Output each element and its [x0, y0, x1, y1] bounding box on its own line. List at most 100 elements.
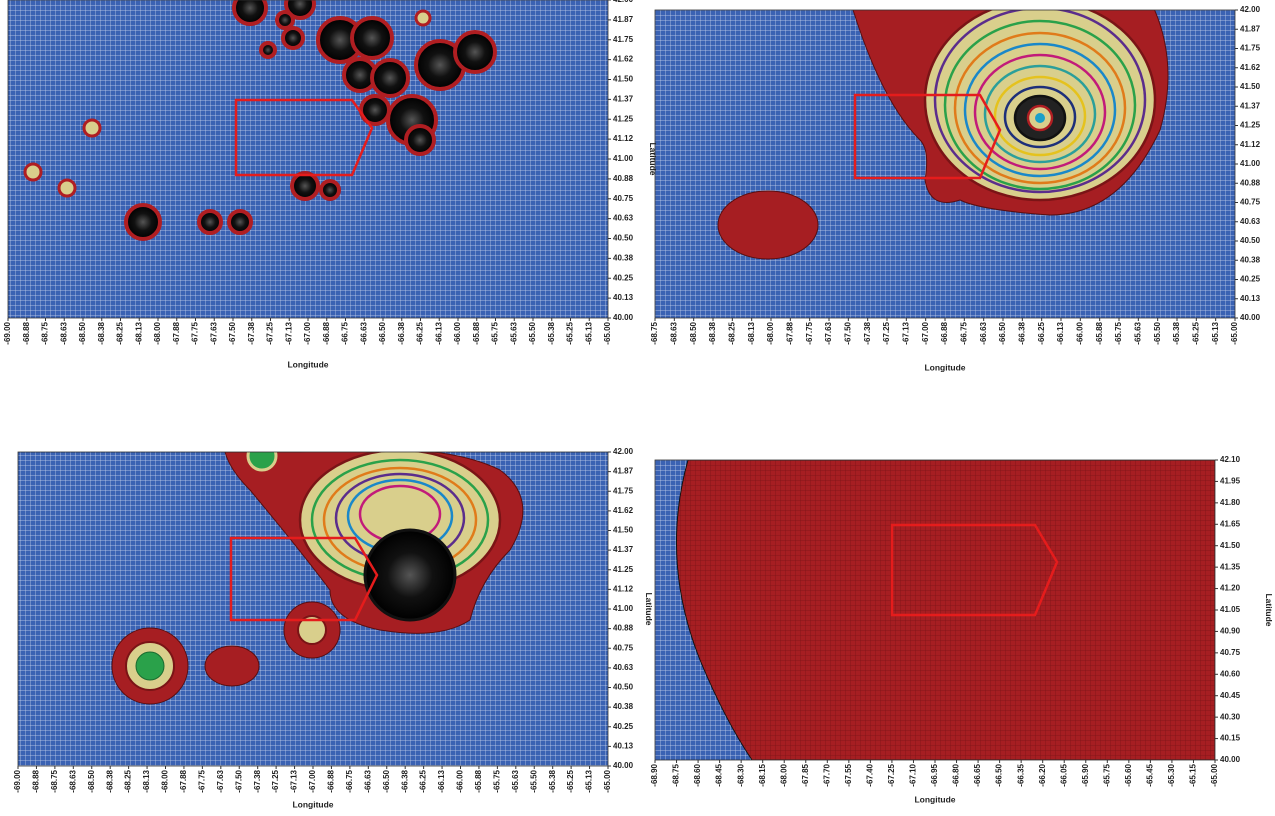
- map-panel: [655, 10, 1235, 318]
- x-tick-label: -68.50: [689, 321, 698, 344]
- y-tick-label: 41.95: [1220, 477, 1241, 486]
- x-tick-label: -67.63: [824, 321, 833, 344]
- x-tick-label: -66.63: [979, 321, 988, 344]
- x-tick-label: -68.75: [50, 769, 59, 792]
- y-tick-label: 41.12: [1240, 140, 1261, 149]
- y-tick-label: 41.87: [1240, 24, 1261, 33]
- y-tick-label: 41.65: [1220, 519, 1241, 528]
- x-tick-label: -65.13: [584, 321, 593, 344]
- y-tick-label: 41.62: [613, 55, 634, 64]
- y-tick-label: 41.20: [1220, 584, 1241, 593]
- y-tick-label: 40.00: [1220, 755, 1241, 764]
- y-tick-label: 40.88: [1240, 178, 1261, 187]
- y-tick-label: 40.88: [613, 624, 634, 633]
- x-tick-label: -68.38: [97, 321, 106, 344]
- x-tick-label: -66.25: [416, 321, 425, 344]
- x-tick-label: -65.75: [491, 321, 500, 344]
- x-tick-label: -68.63: [669, 321, 678, 344]
- y-tick-label: 41.62: [613, 506, 634, 515]
- map-panel: [18, 452, 608, 766]
- x-tick-label: -65.63: [511, 769, 520, 792]
- x-tick-label: -67.13: [284, 321, 293, 344]
- x-tick-label: -66.88: [940, 321, 949, 344]
- y-tick-label: 40.88: [613, 174, 634, 183]
- y-tick-label: 40.38: [1240, 255, 1261, 264]
- x-tick-label: -67.25: [271, 769, 280, 792]
- x-tick-label: -67.38: [253, 769, 262, 792]
- x-tick-label: -67.85: [801, 763, 810, 786]
- x-tick-label: -65.90: [1081, 763, 1090, 786]
- x-tick-label: -67.88: [179, 769, 188, 792]
- y-tick-label: 41.50: [613, 526, 634, 535]
- x-tick-label: -66.88: [327, 769, 336, 792]
- x-tick-label: -66.95: [930, 763, 939, 786]
- x-tick-label: -66.75: [341, 321, 350, 344]
- x-tick-label: -65.50: [528, 321, 537, 344]
- y-tick-label: 41.50: [613, 75, 634, 84]
- y-tick-label: 41.12: [613, 584, 634, 593]
- x-axis-title: Longitude: [292, 799, 333, 809]
- x-tick-label: -67.55: [844, 763, 853, 786]
- y-tick-label: 40.30: [1220, 712, 1241, 721]
- x-tick-label: -67.25: [882, 321, 891, 344]
- x-tick-label: -66.38: [397, 321, 406, 344]
- x-tick-label: -66.75: [959, 321, 968, 344]
- x-tick-label: -65.25: [1191, 321, 1200, 344]
- x-tick-label: -69.00: [13, 769, 22, 792]
- y-tick-label: 40.90: [1220, 627, 1241, 636]
- x-tick-label: -65.00: [1210, 763, 1219, 786]
- x-tick-label: -66.00: [453, 321, 462, 344]
- y-tick-label: 40.50: [613, 234, 634, 243]
- y-axis-title: Latitude: [1264, 593, 1274, 626]
- x-axis-title: Longitude: [914, 794, 955, 804]
- x-tick-label: -65.88: [474, 769, 483, 792]
- y-tick-label: 41.75: [1240, 44, 1261, 53]
- y-tick-label: 40.38: [613, 253, 634, 262]
- x-tick-label: -68.90: [650, 763, 659, 786]
- x-tick-label: -67.63: [209, 321, 218, 344]
- y-axis-title: Latitude: [644, 592, 654, 625]
- x-tick-label: -65.00: [603, 769, 612, 792]
- x-tick-label: -68.38: [105, 769, 114, 792]
- y-tick-label: 41.25: [1240, 121, 1261, 130]
- x-tick-label: -68.25: [124, 769, 133, 792]
- y-tick-label: 41.37: [613, 94, 634, 103]
- x-tick-label: -65.00: [603, 321, 612, 344]
- x-tick-label: -65.38: [547, 321, 556, 344]
- x-tick-label: -68.13: [747, 321, 756, 344]
- x-tick-label: -66.38: [400, 769, 409, 792]
- y-tick-label: 40.75: [613, 643, 634, 652]
- y-tick-label: 41.37: [613, 545, 634, 554]
- x-tick-label: -65.30: [1167, 763, 1176, 786]
- x-tick-label: -65.88: [472, 321, 481, 344]
- x-tick-label: -66.13: [437, 769, 446, 792]
- x-tick-label: -65.00: [1230, 321, 1239, 344]
- y-tick-label: 41.00: [1240, 159, 1261, 168]
- y-tick-label: 42.00: [613, 447, 634, 456]
- x-tick-label: -65.13: [585, 769, 594, 792]
- x-tick-label: -65.25: [566, 769, 575, 792]
- x-tick-label: -67.63: [216, 769, 225, 792]
- y-axis-title: Latitude: [648, 142, 658, 175]
- y-tick-label: 41.80: [1220, 498, 1241, 507]
- x-tick-label: -68.45: [715, 763, 724, 786]
- x-tick-label: -67.00: [303, 321, 312, 344]
- x-tick-label: -66.25: [1037, 321, 1046, 344]
- y-tick-label: 40.13: [613, 741, 634, 750]
- y-tick-label: 40.15: [1220, 734, 1241, 743]
- x-tick-label: -65.75: [492, 769, 501, 792]
- y-tick-label: 41.05: [1220, 605, 1241, 614]
- y-tick-label: 41.50: [1220, 541, 1241, 550]
- x-tick-label: -67.10: [909, 763, 918, 786]
- y-tick-label: 40.00: [613, 761, 634, 770]
- y-tick-label: 40.45: [1220, 691, 1241, 700]
- x-tick-label: -65.15: [1189, 763, 1198, 786]
- y-tick-label: 41.87: [613, 15, 634, 24]
- map-panel: [655, 460, 1215, 760]
- x-tick-label: -68.00: [153, 321, 162, 344]
- x-tick-label: -66.50: [998, 321, 1007, 344]
- y-tick-label: 40.13: [613, 293, 634, 302]
- x-tick-label: -67.88: [172, 321, 181, 344]
- x-tick-label: -68.75: [672, 763, 681, 786]
